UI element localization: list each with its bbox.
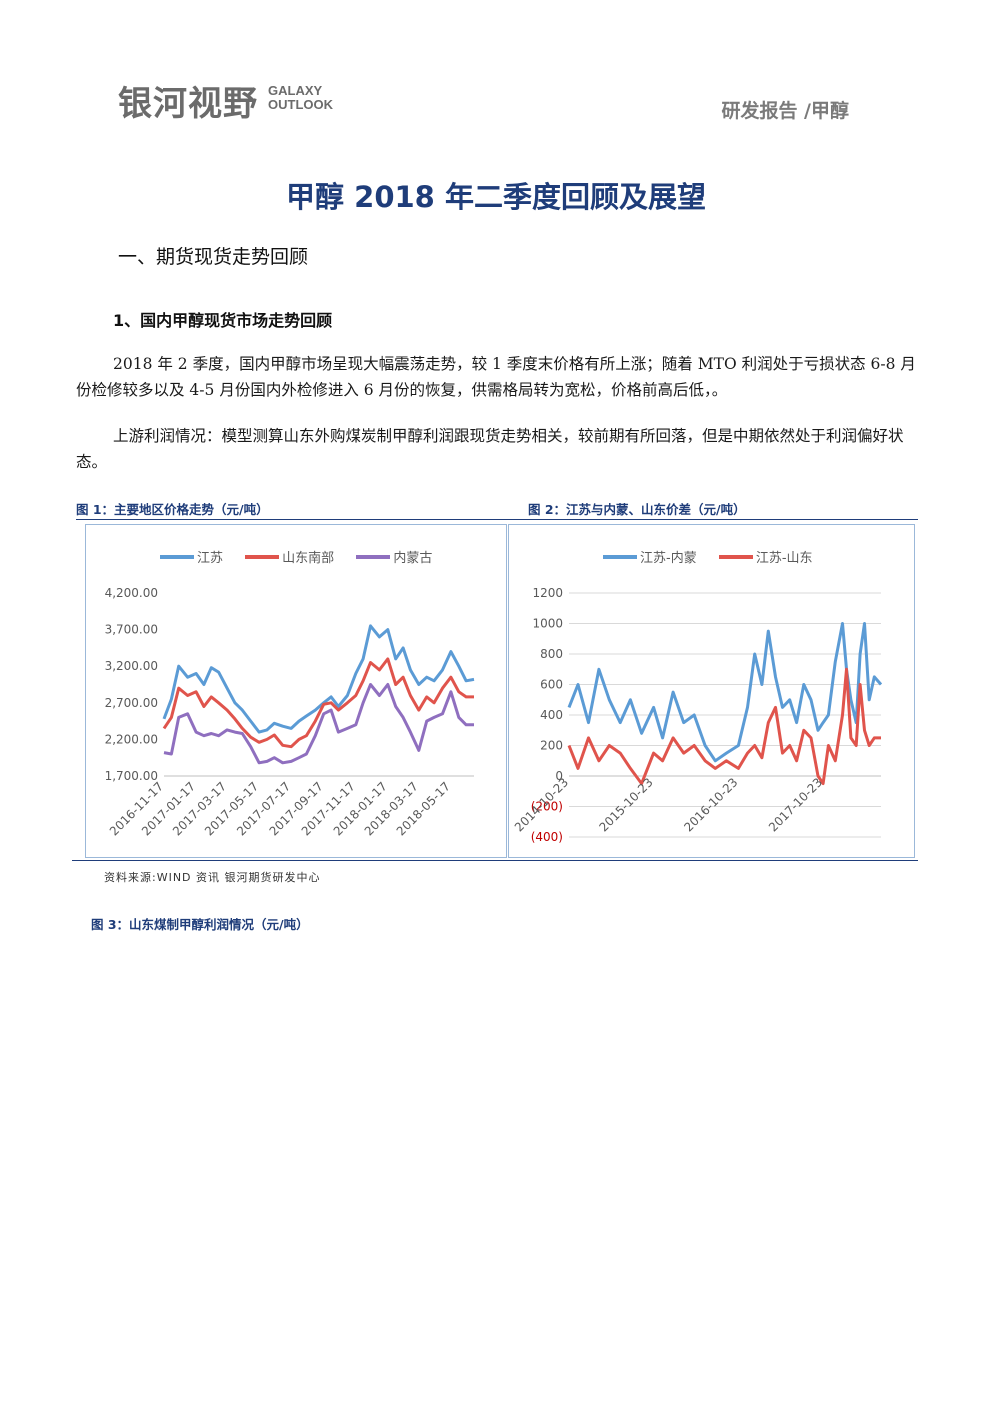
figure2-caption: 图 2：江苏与内蒙、山东价差（元/吨） — [528, 502, 746, 517]
y-tick-label: 3,700.00 — [105, 623, 158, 637]
figure-top-rule — [76, 519, 918, 520]
series-line — [567, 667, 881, 786]
legend-label: 江苏-内蒙 — [640, 551, 697, 566]
series-line — [162, 624, 475, 734]
y-tick-label: 1,700.00 — [105, 769, 158, 783]
legend-item: 内蒙古 — [356, 547, 432, 566]
legend-swatch — [718, 554, 753, 559]
subsection-heading: 1、国内甲醇现货市场走势回顾 — [113, 311, 333, 330]
legend-item: 江苏 — [160, 547, 223, 566]
section-heading: 一、期货现货走势回顾 — [118, 246, 309, 268]
chart1-legend: 江苏 山东南部 内蒙古 — [160, 547, 450, 566]
figure-bottom-rule — [72, 860, 918, 861]
logo-english-line2: OUTLOOK — [268, 97, 333, 112]
x-tick-label: 2015-10-23 — [597, 775, 656, 834]
legend-swatch — [160, 554, 194, 559]
legend-swatch — [245, 554, 280, 559]
legend-item: 江苏-内蒙 — [603, 547, 697, 566]
logo-english: GALAXY OUTLOOK — [268, 84, 333, 112]
chart2-frame: 江苏-内蒙 江苏-山东 1200 1000 800 600 400 200 0 (200) (4… — [508, 524, 915, 858]
series-line — [567, 622, 883, 763]
logo-english-line1: GALAXY — [268, 83, 323, 98]
figure3-caption: 图 3：山东煤制甲醇利润情况（元/吨） — [91, 917, 309, 932]
y-tick-label: 0 — [555, 769, 563, 783]
y-tick-label: (200) — [531, 800, 563, 814]
chart1-frame: 江苏 山东南部 内蒙古 4,200.00 3,700.00 3,200.00 2,70… — [85, 524, 507, 858]
chart2-plot: 120010008006004002000(200)(400)2014-10-2… — [512, 586, 883, 844]
y-tick-label: 800 — [540, 647, 563, 661]
report-section-label: 研发报告 /甲醇 — [721, 100, 849, 122]
document-title: 甲醇 2018 年二季度回顾及展望 — [286, 180, 706, 214]
paragraph: 上游利润情况：模型测算山东外购煤炭制甲醇利润跟现货走势相关，较前期有所回落，但是… — [76, 427, 904, 471]
y-tick-label: 2,200.00 — [105, 732, 158, 746]
y-tick-label: 3,200.00 — [105, 659, 158, 673]
paragraph: 2018 年 2 季度，国内甲醇市场呈现大幅震荡走势，较 1 季度末价格有所上涨… — [76, 355, 916, 399]
legend-label: 江苏 — [197, 551, 224, 566]
chart1-plot: 4,200.00 3,700.00 3,200.00 2,700.00 2,200.00… — [105, 586, 475, 838]
legend-label: 内蒙古 — [393, 551, 433, 566]
chart2-legend: 江苏-内蒙 江苏-山东 — [603, 547, 831, 566]
figure1-caption: 图 1：主要地区价格走势（元/吨） — [76, 502, 269, 517]
legend-label: 山东南部 — [282, 551, 335, 566]
y-tick-label: 400 — [540, 708, 563, 722]
y-tick-label: 1200 — [532, 586, 563, 600]
series-line — [163, 683, 474, 765]
y-tick-label: (400) — [531, 830, 563, 844]
y-tick-label: 1000 — [532, 617, 563, 631]
legend-label: 江苏-山东 — [755, 551, 813, 566]
legend-swatch — [356, 554, 391, 559]
x-tick-label: 2016-10-23 — [681, 775, 740, 834]
legend-swatch — [603, 554, 637, 559]
series-line — [162, 657, 474, 749]
legend-item: 山东南部 — [245, 547, 334, 566]
source-note: 资料来源:WIND 资讯 银河期货研发中心 — [104, 871, 321, 884]
y-tick-label: 2,700.00 — [105, 696, 158, 710]
y-tick-label: 600 — [540, 678, 563, 692]
y-tick-label: 200 — [540, 739, 563, 753]
logo-chinese: 银河视野 — [118, 84, 258, 124]
y-tick-label: 4,200.00 — [105, 586, 158, 600]
x-tick-label: 2017-10-23 — [766, 775, 825, 834]
legend-item: 江苏-山东 — [718, 547, 813, 566]
